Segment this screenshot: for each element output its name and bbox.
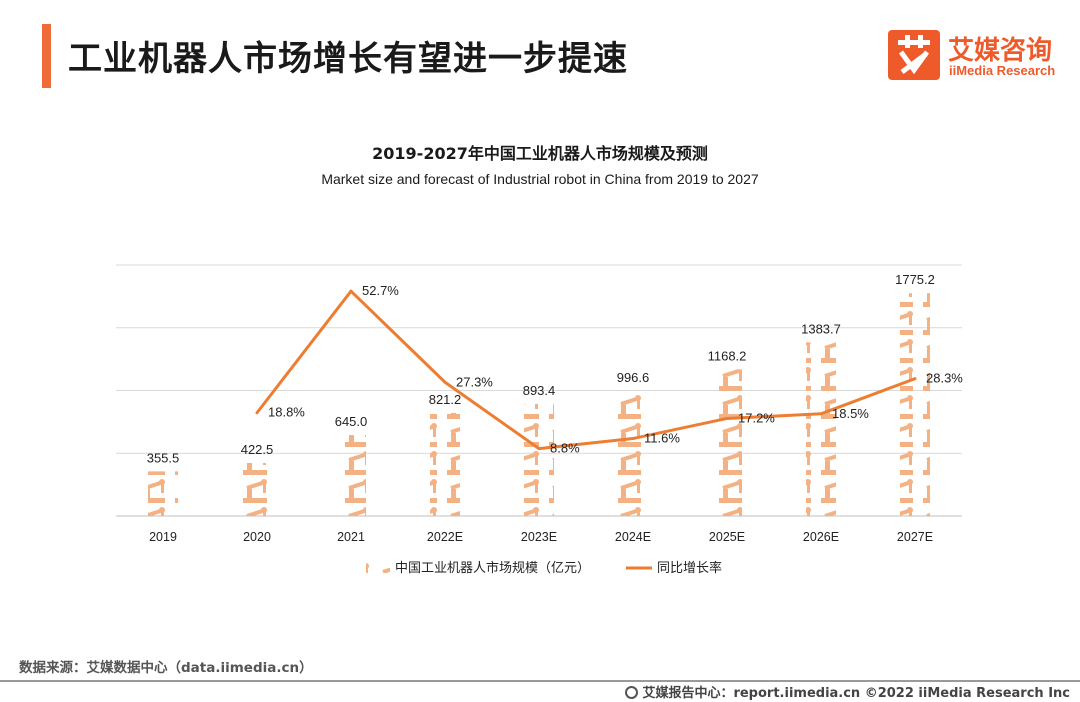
chart-legend: 中国工业机器人市场规模（亿元） 同比增长率 bbox=[366, 560, 722, 576]
growth-rate-point bbox=[443, 380, 447, 384]
bar-value-label: 821.2 bbox=[429, 392, 462, 407]
x-tick-label: 2024E bbox=[615, 530, 651, 544]
bar-value-label: 355.5 bbox=[147, 450, 180, 465]
bar-2026E bbox=[806, 342, 836, 516]
growth-rate-label: 17.2% bbox=[738, 410, 775, 425]
data-labels: 355.5 422.5 645.0 821.2 893.4 996.6 1168.2 1383… bbox=[147, 272, 964, 465]
growth-rate-label: 11.6% bbox=[644, 431, 680, 446]
bar-value-label: 1775.2 bbox=[895, 272, 935, 287]
x-tick-label: 2023E bbox=[521, 530, 557, 544]
x-axis: 2019 2020 2021 2022E 2023E 2024E 2025E 2026E 202… bbox=[116, 515, 962, 544]
data-source-note: 数据来源：艾媒数据中心（data.iimedia.cn） bbox=[19, 660, 313, 676]
growth-rate-point bbox=[537, 447, 541, 451]
report-footer-text: 艾媒报告中心：report.iimedia.cn ©2022 iiMedia R… bbox=[642, 686, 1070, 701]
growth-rate-line bbox=[255, 289, 916, 451]
x-tick-label: 2019 bbox=[149, 530, 177, 544]
growth-rate-point bbox=[819, 412, 823, 416]
legend-line-label: 同比增长率 bbox=[657, 560, 722, 576]
growth-rate-point bbox=[725, 416, 729, 420]
title-accent-bar bbox=[42, 24, 51, 88]
chart-subtitle: Market size and forecast of Industrial r… bbox=[321, 171, 759, 187]
report-footer[interactable]: 艾媒报告中心：report.iimedia.cn ©2022 iiMedia R… bbox=[625, 682, 1070, 701]
bar-value-label: 1383.7 bbox=[801, 321, 841, 336]
bar-2025E bbox=[712, 369, 742, 516]
x-tick-label: 2027E bbox=[897, 530, 933, 544]
bar-series bbox=[148, 293, 930, 516]
bar-value-label: 422.5 bbox=[241, 442, 274, 457]
x-tick-label: 2022E bbox=[427, 530, 463, 544]
bar-2022E bbox=[430, 412, 460, 516]
bar-2019 bbox=[148, 471, 178, 516]
x-tick-label: 2026E bbox=[803, 530, 839, 544]
line-series bbox=[255, 289, 917, 451]
bar-2023E bbox=[524, 403, 554, 516]
bar-2020 bbox=[242, 462, 272, 516]
x-tick-label: 2021 bbox=[337, 530, 365, 544]
growth-rate-label: 52.7% bbox=[362, 283, 399, 298]
growth-rate-point bbox=[631, 437, 635, 441]
logo-english-name: iiMedia Research bbox=[949, 63, 1056, 78]
bar-2024E bbox=[618, 390, 648, 516]
legend-bar-label: 中国工业机器人市场规模（亿元） bbox=[395, 560, 590, 576]
growth-rate-label: 8.8% bbox=[550, 441, 580, 456]
brand-logo[interactable]: 艾媒咨询 iiMedia Research bbox=[888, 30, 1063, 82]
bar-2027E bbox=[900, 293, 930, 516]
growth-rate-label: 28.3% bbox=[926, 371, 963, 386]
globe-icon bbox=[625, 686, 639, 699]
growth-rate-point bbox=[255, 411, 259, 415]
bar-value-label: 645.0 bbox=[335, 414, 368, 429]
page-title: 工业机器人市场增长有望进一步提速 bbox=[68, 39, 628, 79]
bar-value-label: 996.6 bbox=[617, 370, 650, 385]
ai-glyph-icon bbox=[888, 30, 940, 80]
footer-divider bbox=[0, 680, 1080, 682]
growth-rate-point bbox=[349, 289, 353, 293]
bar-value-label: 893.4 bbox=[523, 383, 556, 398]
growth-rate-label: 18.5% bbox=[832, 406, 869, 421]
chart-title: 2019-2027年中国工业机器人市场规模及预测 bbox=[372, 144, 708, 163]
logo-chinese-name: 艾媒咨询 bbox=[948, 36, 1053, 66]
bar-2021 bbox=[336, 435, 366, 516]
x-tick-label: 2025E bbox=[709, 530, 745, 544]
x-tick-label: 2020 bbox=[243, 530, 271, 544]
growth-rate-label: 18.8% bbox=[268, 405, 305, 420]
bar-value-label: 1168.2 bbox=[708, 348, 747, 363]
growth-rate-point bbox=[913, 377, 917, 381]
legend-bar-swatch bbox=[366, 562, 390, 573]
growth-rate-label: 27.3% bbox=[456, 374, 493, 389]
